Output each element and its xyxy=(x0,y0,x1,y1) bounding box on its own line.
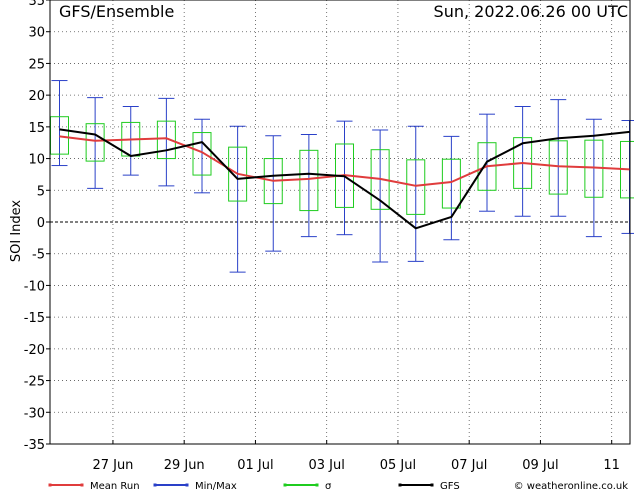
sigma-box xyxy=(228,146,248,202)
x-tick-label: 03 Jul xyxy=(309,458,345,473)
y-tick-label: -25 xyxy=(24,375,45,390)
run-datetime: Sun, 2022.06.26 00 UTC xyxy=(434,2,628,21)
legend-label: Mean Run xyxy=(90,481,140,490)
y-tick-label: -30 xyxy=(24,406,45,421)
legend-item-sigma: σ xyxy=(283,481,332,490)
minmax-whisker xyxy=(372,129,389,263)
grid-lines xyxy=(50,0,630,444)
y-tick-label: 5 xyxy=(37,184,45,199)
y-tick-label: 20 xyxy=(28,89,45,104)
sigma-box xyxy=(370,149,390,210)
minmax-whisker xyxy=(265,135,282,252)
minmax-whisker xyxy=(336,120,353,236)
y-tick-label: -35 xyxy=(24,438,45,453)
minmax-whisker xyxy=(407,125,424,262)
y-axis-label: SOI Index xyxy=(9,200,24,263)
legend-label: σ xyxy=(325,481,332,490)
x-tick-label: 09 Jul xyxy=(522,458,558,473)
x-tick-label: 11 xyxy=(603,458,620,473)
legend-item-mean: Mean Run xyxy=(48,481,140,490)
legend-item-minmax: Min/Max xyxy=(153,481,237,490)
legend-swatch-marker xyxy=(430,483,434,487)
legend-item-gfs: GFS xyxy=(398,481,460,490)
minmax-whisker xyxy=(514,106,531,217)
legend-swatch-marker xyxy=(185,483,189,487)
minmax-whisker xyxy=(158,97,175,187)
x-tick-label: 29 Jun xyxy=(164,458,205,473)
sigma-box xyxy=(299,149,319,212)
legend-label: Min/Max xyxy=(195,481,237,490)
mean-run-line xyxy=(59,135,630,187)
minmax-whisker xyxy=(87,97,104,189)
minmax-whisker xyxy=(443,135,460,241)
legend-swatch-marker xyxy=(153,483,157,487)
x-tick-label: 27 Jun xyxy=(92,458,133,473)
legend-label: GFS xyxy=(440,481,460,490)
y-tick-label: 30 xyxy=(28,26,45,41)
gfs-line xyxy=(59,128,630,230)
y-tick-label: 35 xyxy=(28,0,45,9)
y-tick-label: -15 xyxy=(24,311,45,326)
sigma-box xyxy=(192,132,212,176)
sigma-box xyxy=(477,142,497,191)
legend-swatch-marker xyxy=(48,483,52,487)
sigma-box xyxy=(156,120,176,160)
minmax-whisker xyxy=(194,118,210,194)
minmax-whisker xyxy=(229,125,246,273)
y-tick-label: -5 xyxy=(32,248,45,263)
y-tick-label: 10 xyxy=(28,153,45,168)
sigma-box xyxy=(85,123,105,162)
y-tick-label: 15 xyxy=(28,121,45,136)
legend-swatch-marker xyxy=(283,483,287,487)
minmax-whisker xyxy=(122,106,139,176)
x-tick-label: 05 Jul xyxy=(380,458,416,473)
legend: Mean Run Min/Max σ GFS xyxy=(48,481,460,490)
y-tick-label: 25 xyxy=(28,57,45,72)
y-tick-label: -20 xyxy=(24,343,45,358)
axes: -35 -30 -25 -20 -15 -10 -5 0 5 10 15 20 25 30 35 27 Jun… xyxy=(24,0,620,473)
legend-swatch-marker xyxy=(80,483,84,487)
chart-title: GFS/Ensemble xyxy=(59,2,174,21)
minmax-whisker xyxy=(585,118,602,238)
series-layer xyxy=(50,80,634,273)
credit-text: © weatheronline.co.uk xyxy=(514,481,629,490)
legend-swatch-marker xyxy=(398,483,402,487)
x-tick-label: 07 Jul xyxy=(451,458,487,473)
minmax-whisker xyxy=(51,80,68,167)
y-tick-label: -10 xyxy=(24,279,45,294)
minmax-whisker xyxy=(300,133,317,238)
minmax-whisker xyxy=(550,99,567,217)
x-tick-label: 01 Jul xyxy=(237,458,273,473)
y-tick-label: 0 xyxy=(37,216,45,231)
legend-swatch-marker xyxy=(315,483,319,487)
sigma-box xyxy=(406,159,426,215)
